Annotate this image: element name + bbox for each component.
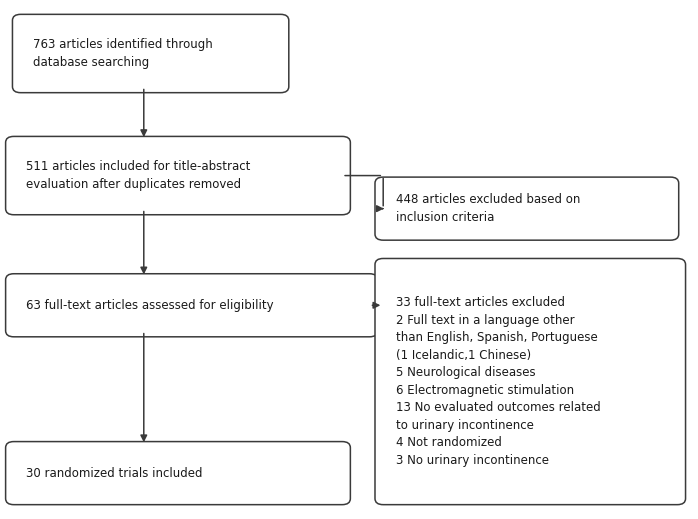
FancyBboxPatch shape [13,15,289,93]
Text: 448 articles excluded based on
inclusion criteria: 448 articles excluded based on inclusion… [396,194,580,224]
Text: 511 articles included for title-abstract
evaluation after duplicates removed: 511 articles included for title-abstract… [26,160,251,191]
FancyBboxPatch shape [6,136,350,215]
Text: 30 randomized trials included: 30 randomized trials included [26,467,202,480]
Text: 33 full-text articles excluded
2 Full text in a language other
than English, Spa: 33 full-text articles excluded 2 Full te… [396,296,600,467]
Text: 63 full-text articles assessed for eligibility: 63 full-text articles assessed for eligi… [26,299,274,312]
FancyBboxPatch shape [375,258,685,504]
FancyBboxPatch shape [6,442,350,504]
FancyBboxPatch shape [6,274,378,337]
FancyBboxPatch shape [375,177,678,240]
Text: 763 articles identified through
database searching: 763 articles identified through database… [33,38,213,69]
